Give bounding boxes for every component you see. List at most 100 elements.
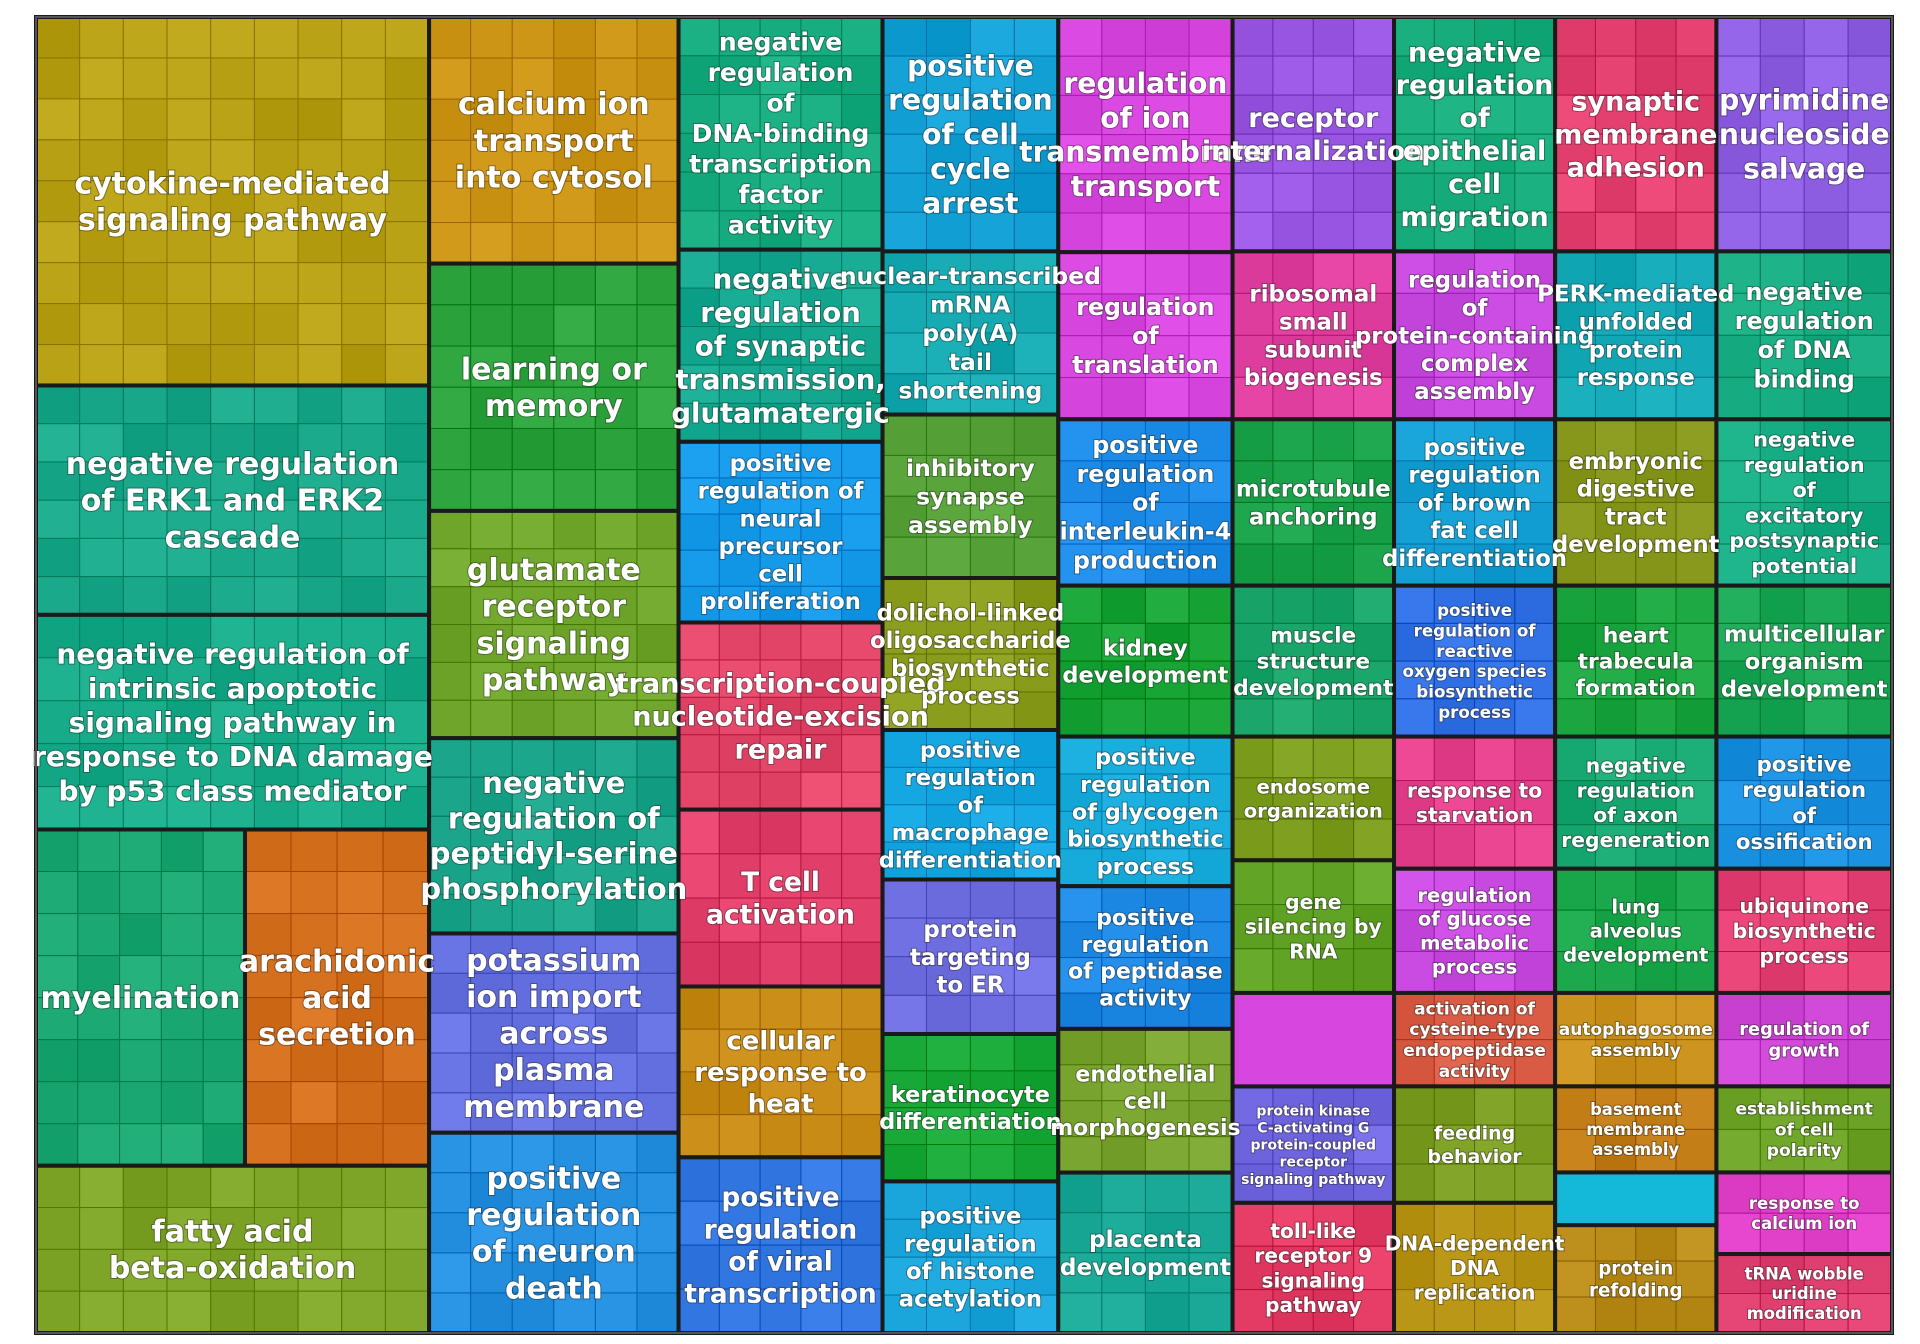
- treemap-subtile: [470, 510, 513, 550]
- treemap-subtile: [1715, 951, 1761, 994]
- treemap-subtile: [553, 548, 596, 588]
- treemap-subtile: [35, 997, 79, 1041]
- treemap-subtile: [1803, 133, 1849, 174]
- treemap-subtile: [759, 771, 802, 811]
- treemap-group: [1230, 249, 1397, 422]
- treemap-label: positive regulation of interleukin-4 product…: [1060, 431, 1231, 574]
- treemap-subtile: [1847, 585, 1893, 624]
- treemap-subtile: [718, 513, 761, 551]
- treemap-subtile: [718, 55, 761, 96]
- treemap-subtile: [800, 1028, 843, 1073]
- treemap-subtile: [210, 576, 255, 616]
- treemap-subtile: [1393, 698, 1435, 738]
- treemap-subtile: [718, 985, 761, 1030]
- treemap-subtile: [166, 576, 212, 616]
- treemap-group: [427, 736, 681, 936]
- treemap-subtile: [1594, 1296, 1637, 1334]
- treemap-subtile: [1188, 921, 1234, 959]
- treemap-subtile: [1188, 1136, 1234, 1174]
- treemap-subtile: [882, 841, 927, 881]
- treemap-subtile: [718, 477, 761, 515]
- treemap-label: endothelial cell morphogenesis: [1050, 1063, 1240, 1142]
- treemap-subtile: [428, 510, 472, 550]
- treemap-subtile: [1715, 824, 1761, 870]
- treemap-subtile: [553, 510, 596, 550]
- treemap-subtile: [553, 304, 596, 347]
- treemap-subtile: [718, 585, 761, 623]
- treemap-subtile: [1474, 909, 1516, 953]
- treemap-label: positive regulation of brown fat cell differ…: [1382, 435, 1567, 572]
- treemap-label: glutamate receptor signaling pathway: [467, 553, 641, 698]
- treemap-subtile: [35, 657, 81, 702]
- treemap-subtile: [594, 1292, 638, 1334]
- treemap-label: calcium ion transport into cytosol: [455, 87, 653, 195]
- treemap-subtile: [1312, 16, 1355, 57]
- treemap-subtile: [594, 469, 638, 512]
- treemap-subtile: [636, 1092, 680, 1134]
- treemap-label: basement membrane assembly: [1586, 1100, 1685, 1159]
- treemap-subtile: [1101, 212, 1146, 253]
- treemap-subtile: [594, 1012, 638, 1054]
- treemap-subtile: [470, 854, 513, 895]
- treemap-subtile: [1353, 1085, 1395, 1126]
- treemap-subtile: [594, 1052, 638, 1094]
- treemap-subtile: [470, 1212, 513, 1254]
- treemap-subtile: [79, 423, 124, 463]
- treemap-subtile: [636, 972, 680, 1014]
- treemap-label: kidney development: [1062, 635, 1228, 688]
- treemap-subtile: [1514, 501, 1556, 545]
- treemap-subtile: [1393, 1163, 1435, 1204]
- treemap-subtile: [1312, 292, 1355, 336]
- treemap-subtile: [384, 57, 430, 100]
- treemap-subtile: [166, 98, 212, 141]
- treemap-subtile: [1514, 780, 1556, 826]
- treemap-subtile: [1101, 1028, 1146, 1066]
- treemap-subtile: [841, 853, 884, 899]
- treemap-subtile: [202, 1039, 246, 1083]
- treemap-subtile: [1232, 211, 1274, 252]
- treemap-subtile: [594, 386, 638, 429]
- treemap-subtile: [1474, 824, 1516, 870]
- treemap-subtile: [594, 222, 638, 265]
- treemap-subtile: [1803, 172, 1849, 213]
- treemap-subtile: [166, 384, 212, 425]
- treemap-subtile: [428, 427, 472, 471]
- treemap-subtile: [77, 1039, 121, 1083]
- treemap-subtile: [841, 132, 884, 173]
- treemap-label: protein refolding: [1589, 1258, 1683, 1301]
- treemap-subtile: [718, 809, 761, 855]
- treemap-subtile: [253, 139, 299, 182]
- treemap-subtile: [841, 94, 884, 134]
- treemap-group: [1714, 417, 1894, 588]
- treemap-subtile: [969, 1033, 1015, 1072]
- treemap-label: negative regulation of excitatory postsynapt…: [1729, 427, 1879, 577]
- treemap-subtile: [1474, 460, 1516, 503]
- treemap-subtile: [428, 1172, 472, 1214]
- treemap-group: [1392, 1200, 1558, 1336]
- treemap-subtile: [35, 743, 81, 788]
- treemap-subtile: [882, 332, 927, 375]
- treemap-subtile: [1144, 251, 1190, 295]
- treemap-subtile: [594, 427, 638, 471]
- treemap-subtile: [1393, 951, 1435, 994]
- treemap-subtile: [297, 384, 343, 425]
- treemap-subtile: [1232, 172, 1274, 213]
- treemap-subtile: [382, 828, 430, 873]
- treemap-subtile: [1393, 55, 1435, 96]
- treemap-group: [1392, 990, 1558, 1089]
- treemap-subtile: [1144, 543, 1190, 587]
- treemap-subtile: [969, 1294, 1015, 1334]
- treemap-subtile: [969, 454, 1015, 497]
- treemap-subtile: [1635, 824, 1677, 870]
- treemap-subtile: [290, 997, 338, 1041]
- treemap-subtile: [79, 576, 124, 616]
- treemap-group: [1230, 1200, 1397, 1336]
- treemap-label: placenta development: [1060, 1226, 1231, 1281]
- treemap-subtile: [470, 1132, 513, 1174]
- treemap-subtile: [1272, 736, 1314, 779]
- treemap-subtile: [1144, 1252, 1190, 1294]
- treemap-subtile: [428, 386, 472, 429]
- treemap-subtile: [636, 16, 680, 59]
- treemap-subtile: [594, 304, 638, 347]
